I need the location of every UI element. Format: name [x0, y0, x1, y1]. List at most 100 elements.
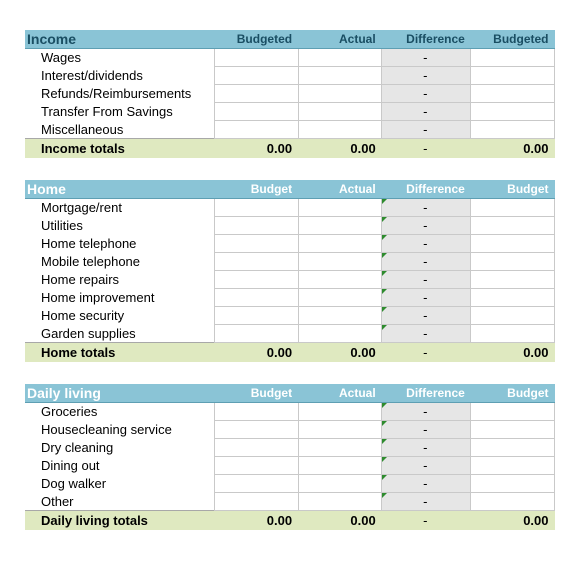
cell-difference[interactable]: -: [382, 235, 471, 253]
cell-value[interactable]: [471, 85, 555, 103]
cell-value[interactable]: [215, 49, 299, 67]
cell-difference[interactable]: -: [382, 421, 471, 439]
cell-value[interactable]: [298, 217, 382, 235]
cell-value[interactable]: [471, 439, 555, 457]
cell-difference[interactable]: -: [382, 493, 471, 511]
difference-value: -: [423, 50, 427, 65]
cell-difference[interactable]: -: [382, 307, 471, 325]
cell-value[interactable]: [215, 235, 299, 253]
cell-value[interactable]: [298, 199, 382, 217]
cell-value[interactable]: [215, 475, 299, 493]
column-header-budgeted: Budgeted: [215, 30, 299, 49]
cell-value[interactable]: [215, 217, 299, 235]
cell-value[interactable]: [298, 49, 382, 67]
row-label: Home telephone: [25, 235, 215, 253]
cell-difference[interactable]: -: [382, 457, 471, 475]
cell-difference[interactable]: -: [382, 67, 471, 85]
cell-value[interactable]: [298, 457, 382, 475]
cell-value[interactable]: [215, 403, 299, 421]
cell-value[interactable]: [471, 475, 555, 493]
cell-difference[interactable]: -: [382, 439, 471, 457]
table-row: Dog walker-: [25, 475, 555, 493]
cell-difference[interactable]: -: [382, 403, 471, 421]
cell-value[interactable]: [471, 403, 555, 421]
cell-value[interactable]: [215, 121, 299, 139]
cell-value[interactable]: [298, 403, 382, 421]
cell-value[interactable]: [298, 493, 382, 511]
table-row: Dining out-: [25, 457, 555, 475]
formula-tick-icon: [382, 457, 387, 462]
cell-value[interactable]: [471, 103, 555, 121]
cell-value[interactable]: [298, 271, 382, 289]
totals-row: Daily living totals0.000.00-0.00: [25, 511, 555, 531]
cell-value[interactable]: [471, 457, 555, 475]
formula-tick-icon: [382, 217, 387, 222]
cell-difference[interactable]: -: [382, 475, 471, 493]
cell-difference[interactable]: -: [382, 217, 471, 235]
cell-difference[interactable]: -: [382, 253, 471, 271]
cell-value[interactable]: [471, 253, 555, 271]
cell-difference[interactable]: -: [382, 289, 471, 307]
cell-value[interactable]: [471, 271, 555, 289]
cell-value[interactable]: [215, 493, 299, 511]
cell-value[interactable]: [215, 67, 299, 85]
cell-value[interactable]: [471, 325, 555, 343]
cell-value[interactable]: [215, 199, 299, 217]
cell-value[interactable]: [471, 121, 555, 139]
cell-value[interactable]: [471, 217, 555, 235]
row-label: Utilities: [25, 217, 215, 235]
cell-difference[interactable]: -: [382, 121, 471, 139]
cell-value[interactable]: [471, 67, 555, 85]
cell-value[interactable]: [298, 67, 382, 85]
difference-value: -: [423, 272, 427, 287]
cell-value[interactable]: [215, 253, 299, 271]
cell-value[interactable]: [298, 475, 382, 493]
cell-value[interactable]: [215, 439, 299, 457]
totals-value: 0.00: [471, 343, 555, 363]
cell-value[interactable]: [298, 85, 382, 103]
formula-tick-icon: [382, 493, 387, 498]
cell-difference[interactable]: -: [382, 325, 471, 343]
cell-value[interactable]: [298, 325, 382, 343]
cell-value[interactable]: [471, 289, 555, 307]
formula-tick-icon: [382, 307, 387, 312]
cell-value[interactable]: [215, 325, 299, 343]
cell-value[interactable]: [471, 235, 555, 253]
row-label: Interest/dividends: [25, 67, 215, 85]
cell-value[interactable]: [215, 103, 299, 121]
column-header-difference: Difference: [382, 180, 471, 199]
cell-value[interactable]: [298, 421, 382, 439]
cell-value[interactable]: [215, 85, 299, 103]
cell-value[interactable]: [298, 289, 382, 307]
difference-value: -: [423, 422, 427, 437]
difference-value: -: [423, 200, 427, 215]
cell-value[interactable]: [471, 493, 555, 511]
cell-value[interactable]: [298, 235, 382, 253]
cell-value[interactable]: [215, 421, 299, 439]
difference-value: -: [423, 404, 427, 419]
column-header-difference: Difference: [382, 384, 471, 403]
cell-value[interactable]: [298, 439, 382, 457]
table-row: Utilities -: [25, 217, 555, 235]
cell-value[interactable]: [298, 253, 382, 271]
cell-value[interactable]: [215, 307, 299, 325]
cell-value[interactable]: [215, 289, 299, 307]
cell-value[interactable]: [471, 421, 555, 439]
cell-difference[interactable]: -: [382, 103, 471, 121]
cell-value[interactable]: [471, 307, 555, 325]
cell-difference[interactable]: -: [382, 271, 471, 289]
cell-difference[interactable]: -: [382, 199, 471, 217]
difference-value: -: [423, 86, 427, 101]
cell-value[interactable]: [298, 307, 382, 325]
cell-difference[interactable]: -: [382, 49, 471, 67]
cell-value[interactable]: [471, 49, 555, 67]
cell-value[interactable]: [215, 271, 299, 289]
cell-difference[interactable]: -: [382, 85, 471, 103]
row-label: Home improvement: [25, 289, 215, 307]
formula-tick-icon: [382, 271, 387, 276]
cell-value[interactable]: [298, 103, 382, 121]
cell-value[interactable]: [471, 199, 555, 217]
cell-value[interactable]: [215, 457, 299, 475]
formula-tick-icon: [382, 421, 387, 426]
cell-value[interactable]: [298, 121, 382, 139]
